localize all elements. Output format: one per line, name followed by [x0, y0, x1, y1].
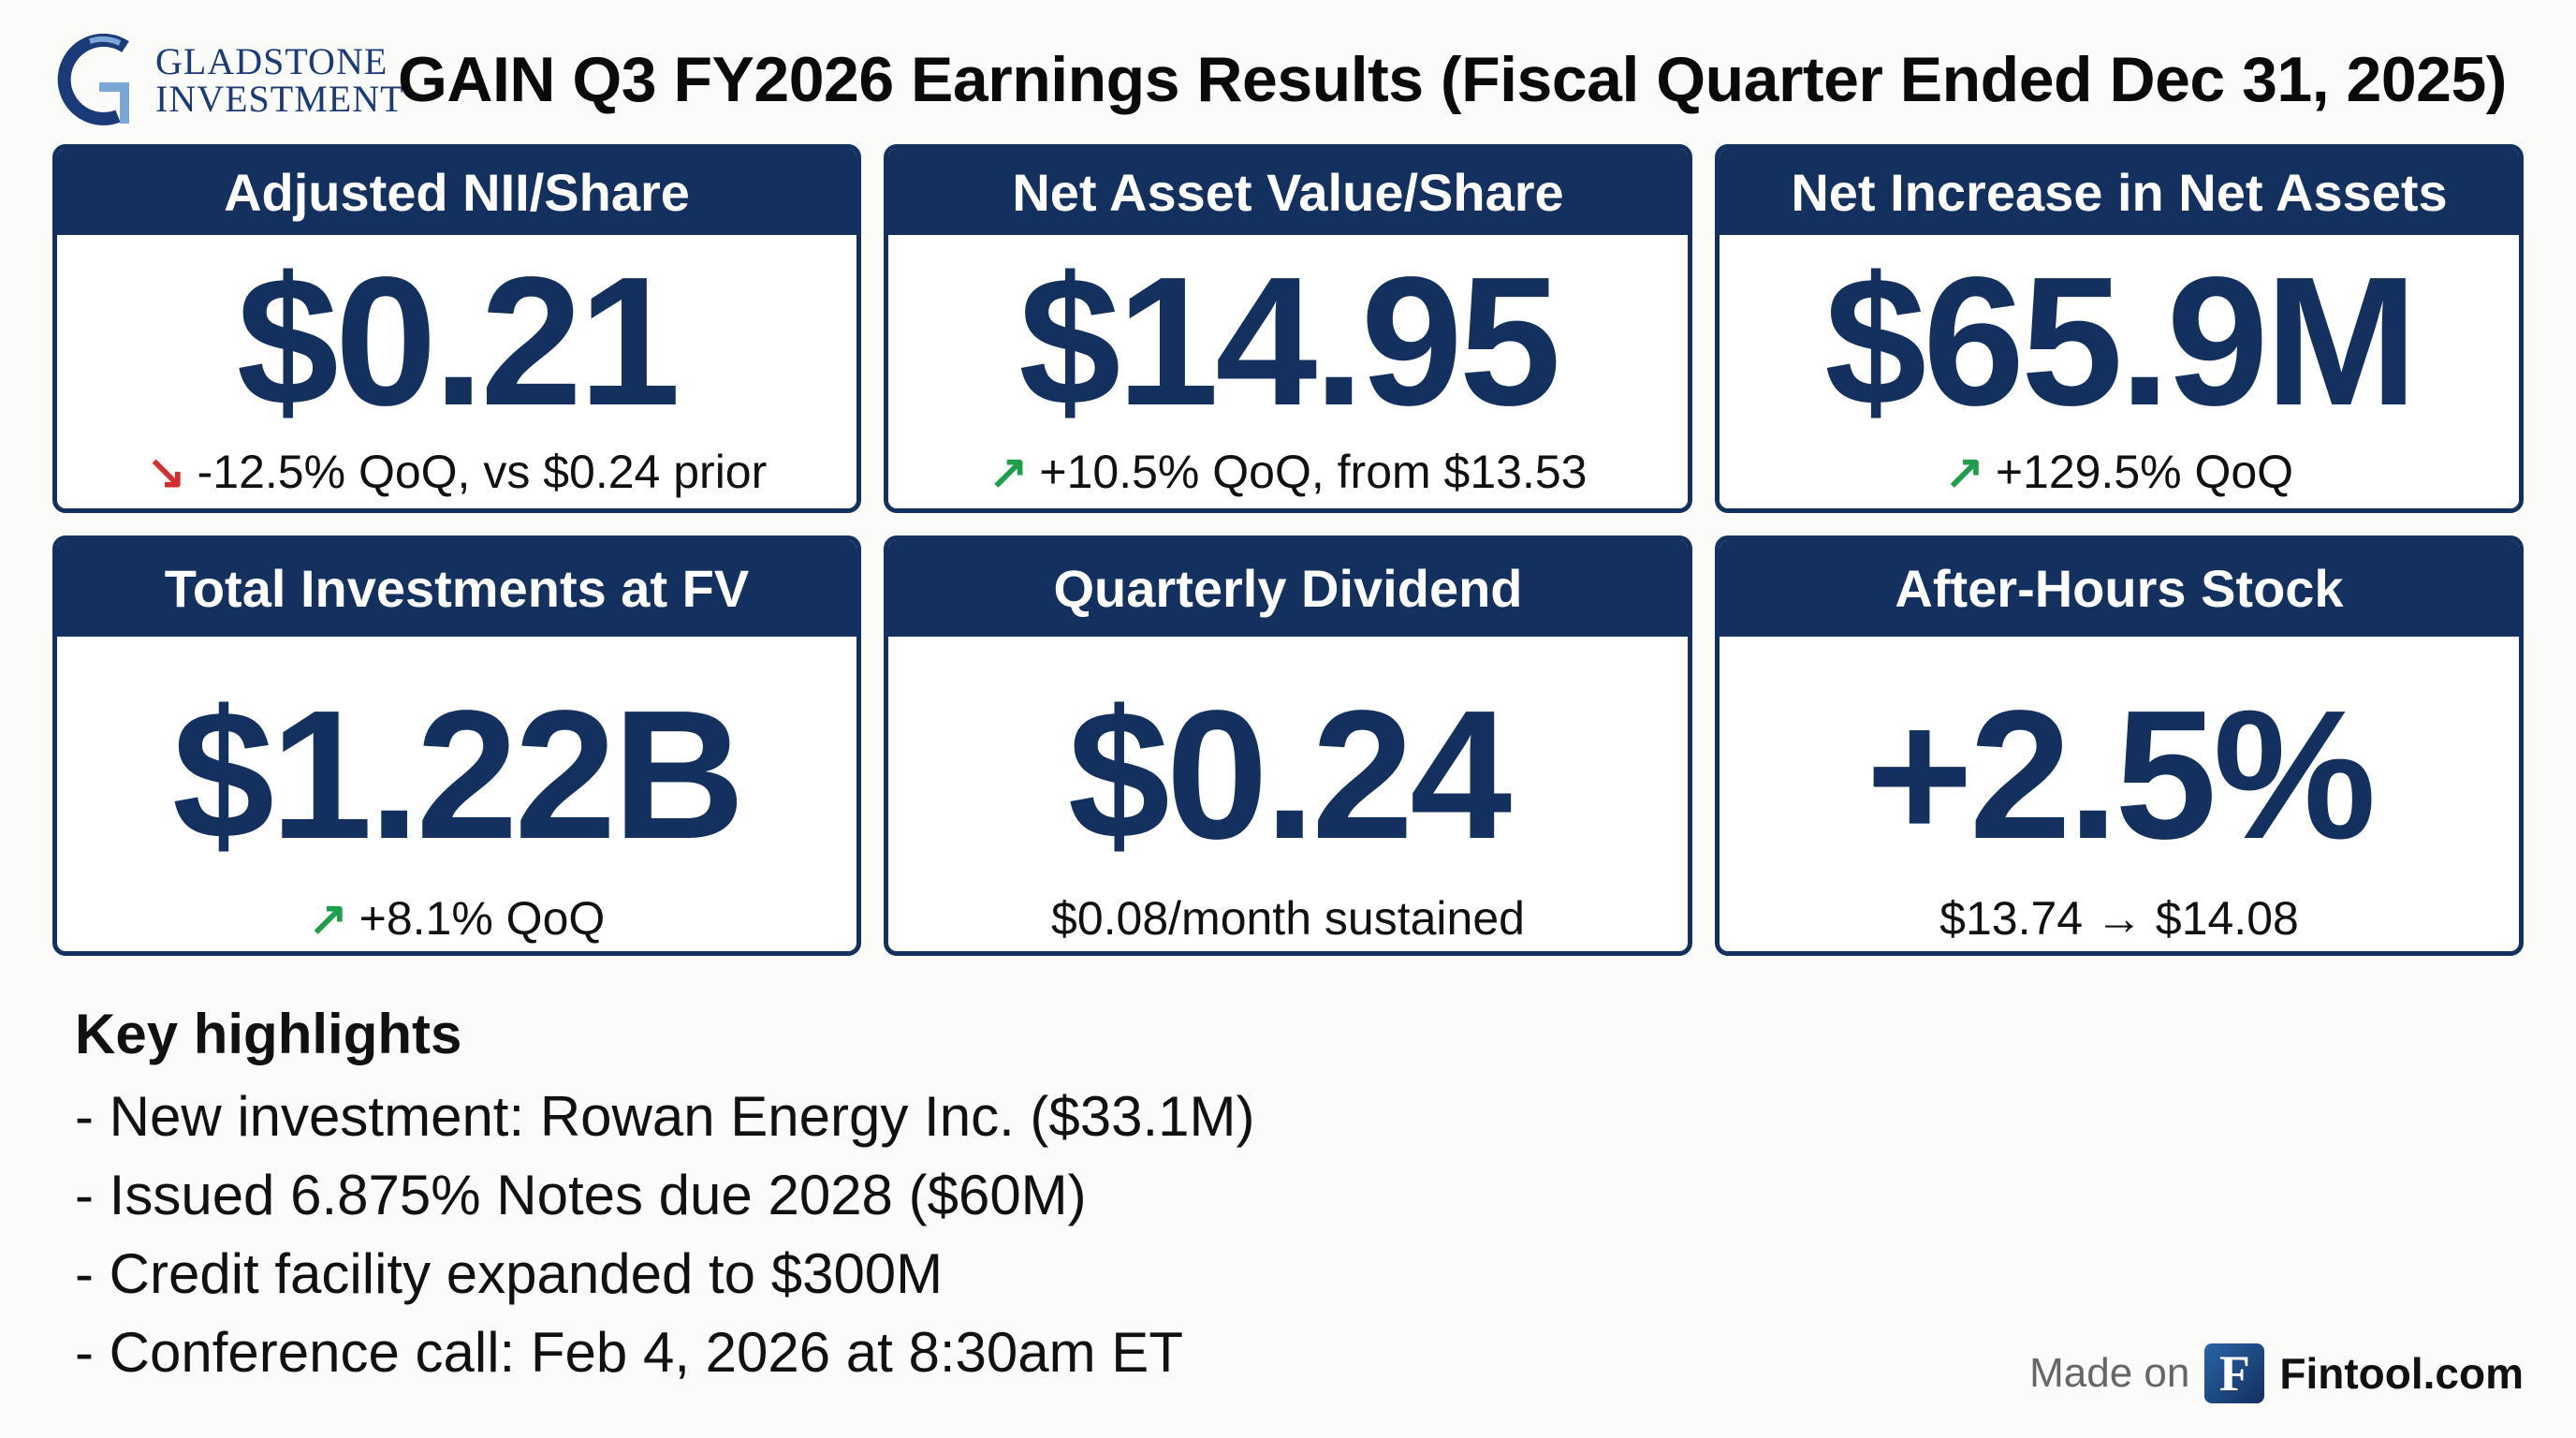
card-change: -12.5% QoQ, vs $0.24 prior — [197, 446, 768, 498]
card-adjusted-nii: Adjusted NII/Share $0.21 ↘ -12.5% QoQ, vs… — [52, 144, 861, 513]
card-label: Adjusted NII/Share — [57, 149, 856, 235]
fintool-brand[interactable]: Fintool.com — [2279, 1349, 2524, 1398]
card-change: +10.5% QoQ, from $13.53 — [1039, 446, 1588, 498]
page-title: GAIN Q3 FY2026 Earnings Results (Fiscal … — [398, 44, 2507, 115]
card-label: Net Asset Value/Share — [888, 149, 1688, 235]
card-value: $0.21 — [236, 239, 681, 444]
card-nav-share: Net Asset Value/Share $14.95 ↗ +10.5% QoQ… — [884, 144, 1692, 513]
highlight-item: - Conference call: Feb 4, 2026 at 8:30am… — [75, 1321, 1183, 1384]
gladstone-g-icon — [57, 34, 129, 125]
card-label: Quarterly Dividend — [888, 540, 1688, 637]
card-total-investments: Total Investments at FV $1.22B ↗ +8.1% Qo… — [52, 536, 861, 956]
gladstone-logo: GLADSTONE INVESTMENT — [52, 34, 404, 127]
card-change: +129.5% QoQ — [1995, 446, 2294, 498]
made-on-label: Made on — [2029, 1350, 2190, 1396]
card-note: $0.08/month sustained — [1051, 892, 1525, 945]
card-value: +2.5% — [1866, 672, 2376, 877]
logo-line2: INVESTMENT — [155, 78, 404, 120]
card-after-hours: After-Hours Stock +2.5% $13.74 → $14.08 — [1715, 536, 2524, 956]
fintool-attribution[interactable]: Made on F Fintool.com — [2029, 1343, 2524, 1403]
fintool-logo-icon: F — [2204, 1343, 2265, 1403]
arrow-up-icon: ↗ — [1944, 446, 1984, 498]
card-value: $0.24 — [1067, 672, 1512, 877]
arrow-up-icon: ↗ — [988, 446, 1029, 498]
arrow-down-icon: ↘ — [146, 446, 186, 498]
highlight-item: - Credit facility expanded to $300M — [75, 1242, 944, 1305]
card-value: $1.22B — [171, 672, 745, 877]
arrow-up-icon: ↗ — [308, 892, 348, 945]
card-label: After-Hours Stock — [1720, 540, 2519, 637]
card-label: Net Increase in Net Assets — [1720, 149, 2519, 235]
highlights-heading: Key highlights — [75, 1003, 462, 1065]
card-value: $14.95 — [1018, 239, 1560, 444]
card-label: Total Investments at FV — [57, 540, 856, 637]
card-quarterly-dividend: Quarterly Dividend $0.24 $0.08/month sus… — [884, 536, 1692, 956]
card-change: +8.1% QoQ — [359, 892, 606, 945]
card-value: $65.9M — [1824, 239, 2418, 444]
highlight-item: - Issued 6.875% Notes due 2028 ($60M) — [75, 1164, 1087, 1226]
logo-line1: GLADSTONE — [155, 40, 388, 82]
key-highlights: Key highlights - New investment: Rowan E… — [75, 1002, 1255, 1392]
card-note: $13.74 → $14.08 — [1939, 892, 2299, 945]
highlight-item: - New investment: Rowan Energy Inc. ($33… — [75, 1085, 1255, 1148]
card-net-increase: Net Increase in Net Assets $65.9M ↗ +129.… — [1715, 144, 2524, 513]
